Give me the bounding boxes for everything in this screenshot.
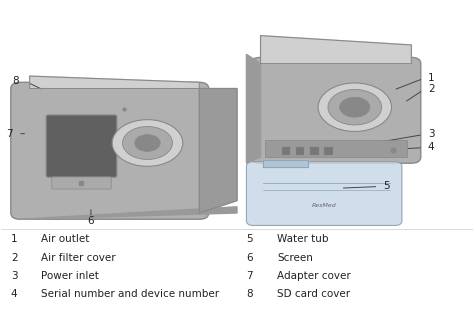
Polygon shape (199, 89, 237, 213)
Polygon shape (261, 35, 411, 64)
Polygon shape (263, 160, 308, 167)
Circle shape (112, 120, 183, 166)
Text: SD card cover: SD card cover (277, 289, 350, 299)
Text: Serial number and device number: Serial number and device number (41, 289, 219, 299)
Circle shape (328, 89, 382, 125)
Text: 2: 2 (428, 84, 435, 94)
FancyBboxPatch shape (251, 57, 421, 163)
FancyBboxPatch shape (282, 147, 290, 154)
Circle shape (340, 97, 370, 117)
FancyBboxPatch shape (310, 147, 319, 154)
Text: 2: 2 (11, 252, 18, 263)
Text: 8: 8 (246, 289, 253, 299)
Text: Screen: Screen (277, 252, 313, 263)
Circle shape (122, 127, 173, 160)
Circle shape (135, 135, 160, 151)
Text: 5: 5 (383, 181, 390, 191)
Polygon shape (20, 207, 237, 219)
Text: 7: 7 (7, 129, 13, 139)
Text: 4: 4 (428, 142, 435, 152)
Text: 6: 6 (88, 216, 94, 226)
Text: 3: 3 (11, 271, 18, 281)
Text: 4: 4 (11, 289, 18, 299)
FancyBboxPatch shape (46, 115, 117, 177)
Text: Air outlet: Air outlet (41, 235, 90, 245)
Text: Adapter cover: Adapter cover (277, 271, 351, 281)
FancyBboxPatch shape (265, 140, 407, 157)
Text: 5: 5 (246, 235, 253, 245)
FancyBboxPatch shape (11, 82, 209, 219)
Text: Air filter cover: Air filter cover (41, 252, 116, 263)
Text: 1: 1 (11, 235, 18, 245)
Polygon shape (30, 76, 199, 89)
Text: ResMed: ResMed (312, 203, 337, 208)
FancyBboxPatch shape (296, 147, 304, 154)
FancyBboxPatch shape (52, 177, 111, 189)
FancyBboxPatch shape (246, 162, 402, 225)
Text: Water tub: Water tub (277, 235, 328, 245)
Text: 7: 7 (246, 271, 253, 281)
Circle shape (318, 83, 392, 132)
Polygon shape (246, 54, 261, 163)
Text: 6: 6 (246, 252, 253, 263)
Text: 8: 8 (12, 76, 19, 86)
Text: 1: 1 (428, 73, 435, 83)
Text: Power inlet: Power inlet (41, 271, 100, 281)
Text: 3: 3 (428, 129, 435, 139)
FancyBboxPatch shape (324, 147, 333, 154)
